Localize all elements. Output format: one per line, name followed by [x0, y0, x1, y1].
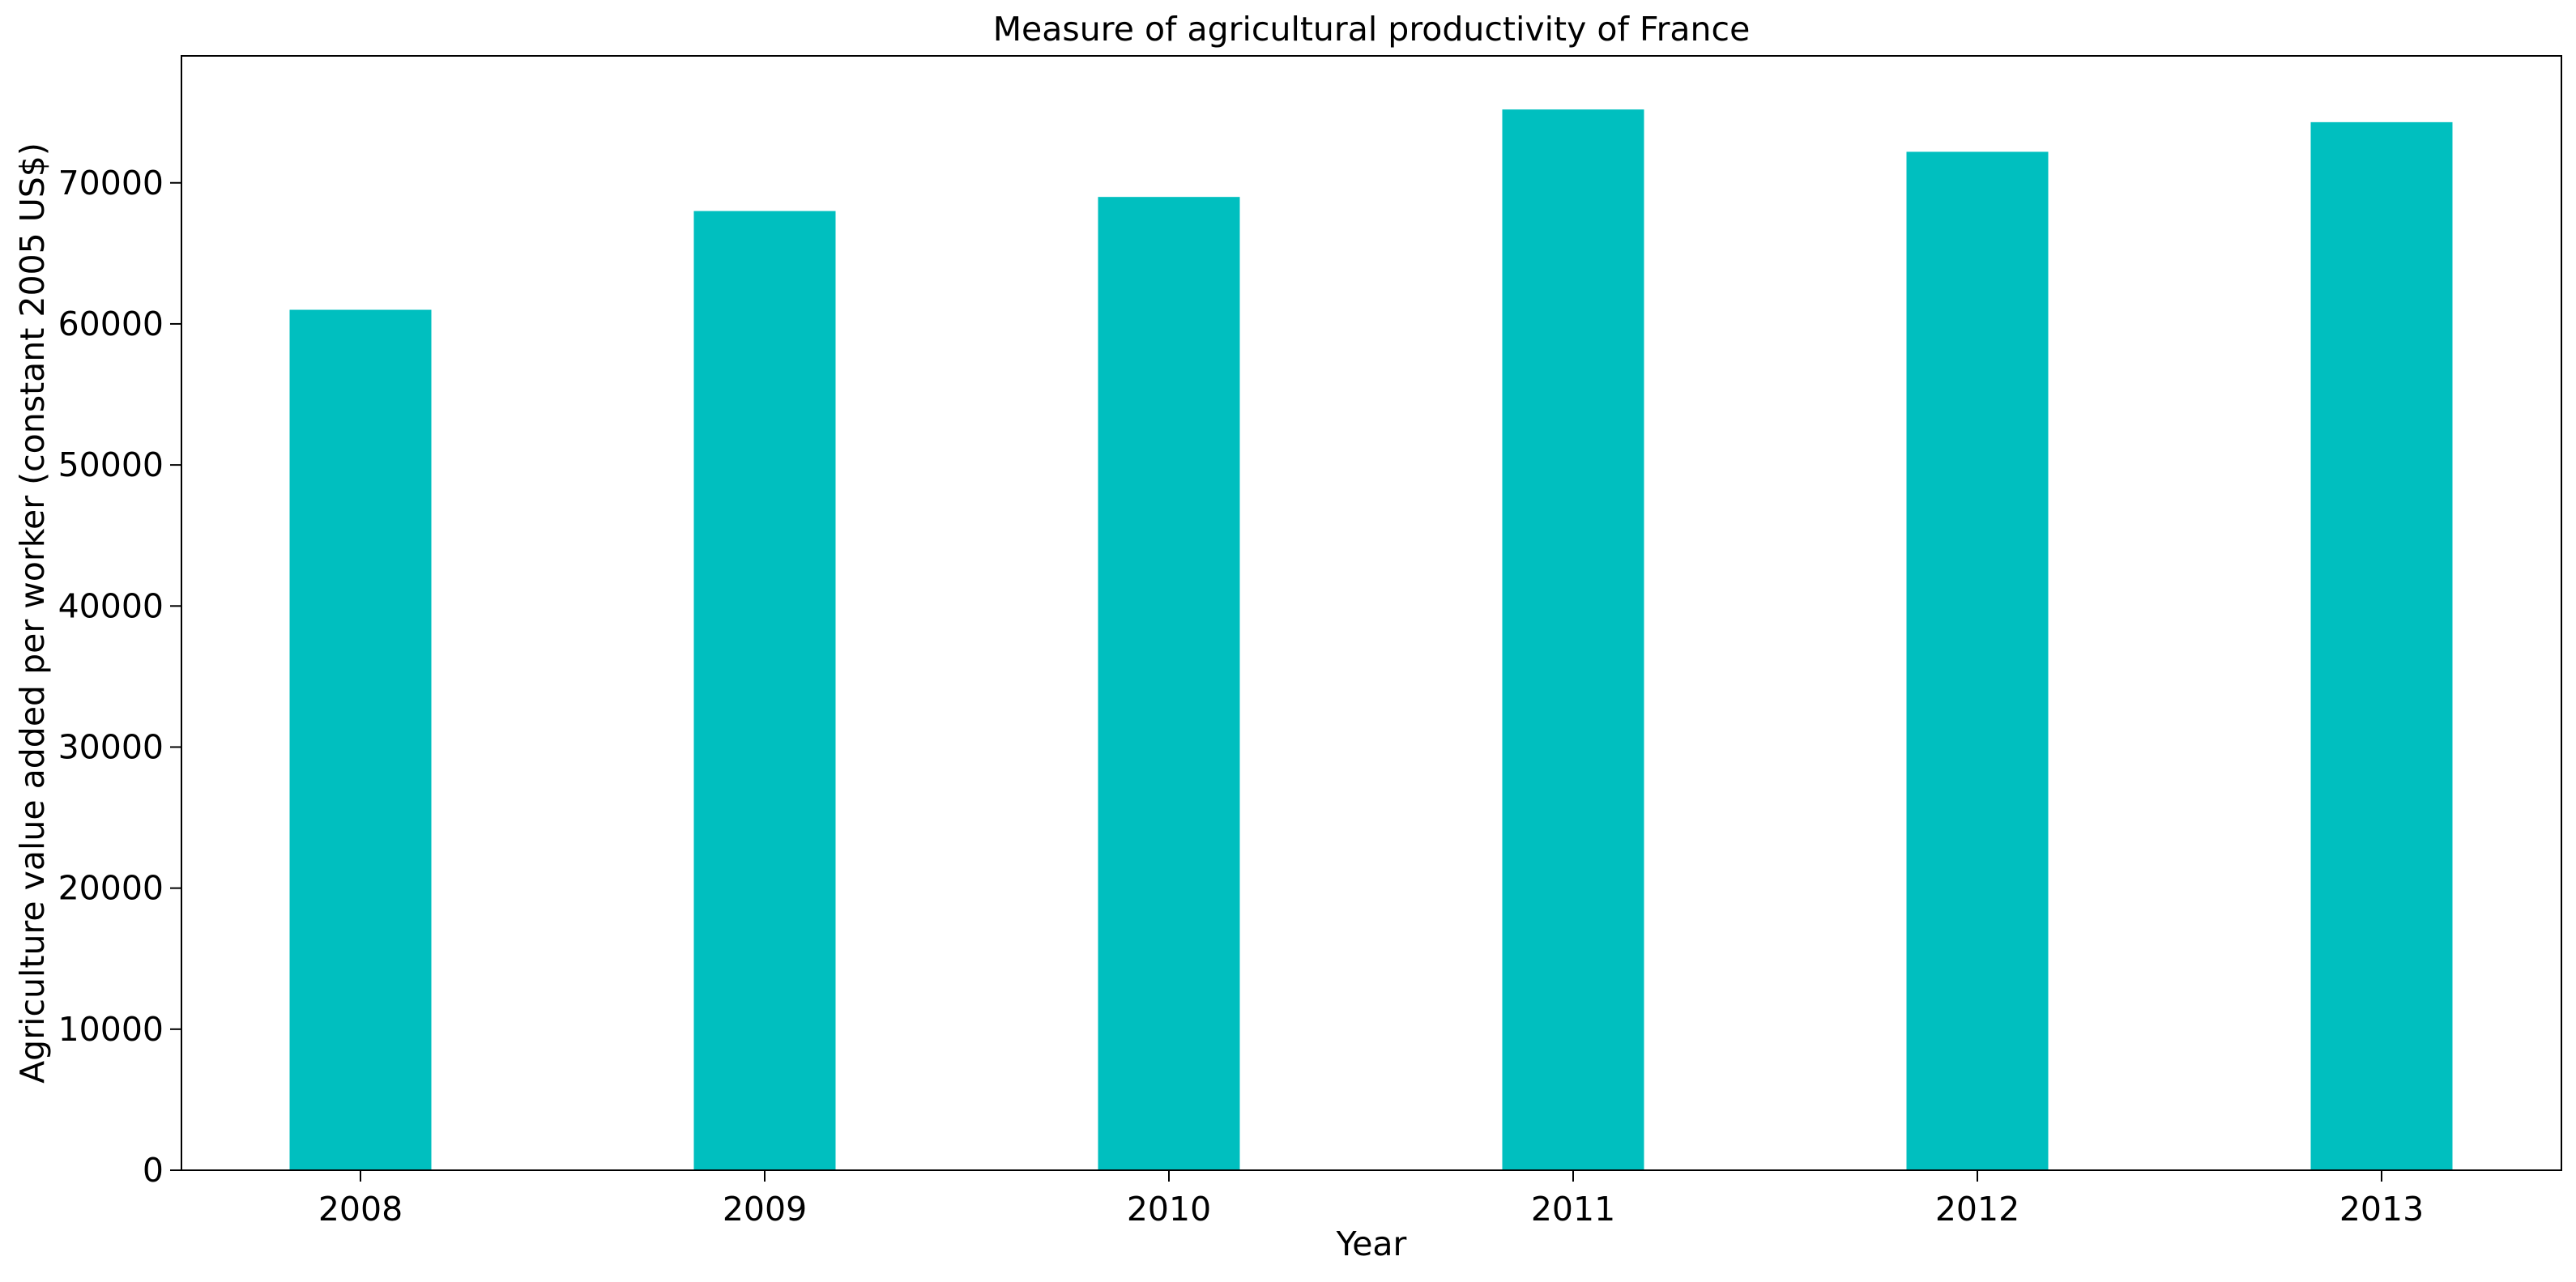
bar-2010: [1098, 197, 1240, 1170]
y-tick-label: 30000: [58, 727, 164, 766]
x-tick-label: 2010: [1127, 1190, 1211, 1229]
y-tick-label: 10000: [58, 1010, 164, 1049]
x-tick-label: 2008: [318, 1190, 403, 1229]
x-axis-ticks: 2008 2009 2010 2011 2012 2013: [318, 1170, 2424, 1229]
x-tick-label: 2011: [1531, 1190, 1615, 1229]
chart-title: Measure of agricultural productivity of …: [993, 10, 1751, 49]
y-tick-label: 0: [143, 1151, 164, 1190]
x-axis-label: Year: [1336, 1225, 1407, 1263]
y-tick-label: 20000: [58, 869, 164, 908]
bar-2009: [693, 211, 836, 1170]
bar-2013: [2310, 121, 2453, 1171]
x-tick-label: 2013: [2339, 1190, 2424, 1229]
y-tick-label: 60000: [58, 305, 164, 343]
y-tick-label: 70000: [58, 164, 164, 202]
y-axis-ticks: 0 10000 20000 30000 40000 50000 60000 70000: [58, 164, 181, 1190]
bar-2011: [1502, 109, 1644, 1170]
bar-2012: [1906, 151, 2049, 1170]
y-tick-label: 50000: [58, 445, 164, 484]
bars-layer: [289, 109, 2453, 1171]
y-tick-label: 40000: [58, 586, 164, 625]
plot-frame: [181, 55, 2562, 1171]
x-tick-label: 2009: [723, 1190, 807, 1229]
bar-2008: [289, 309, 432, 1170]
y-axis-label: Agriculture value added per worker (cons…: [13, 143, 52, 1084]
x-tick-label: 2012: [1935, 1190, 2019, 1229]
